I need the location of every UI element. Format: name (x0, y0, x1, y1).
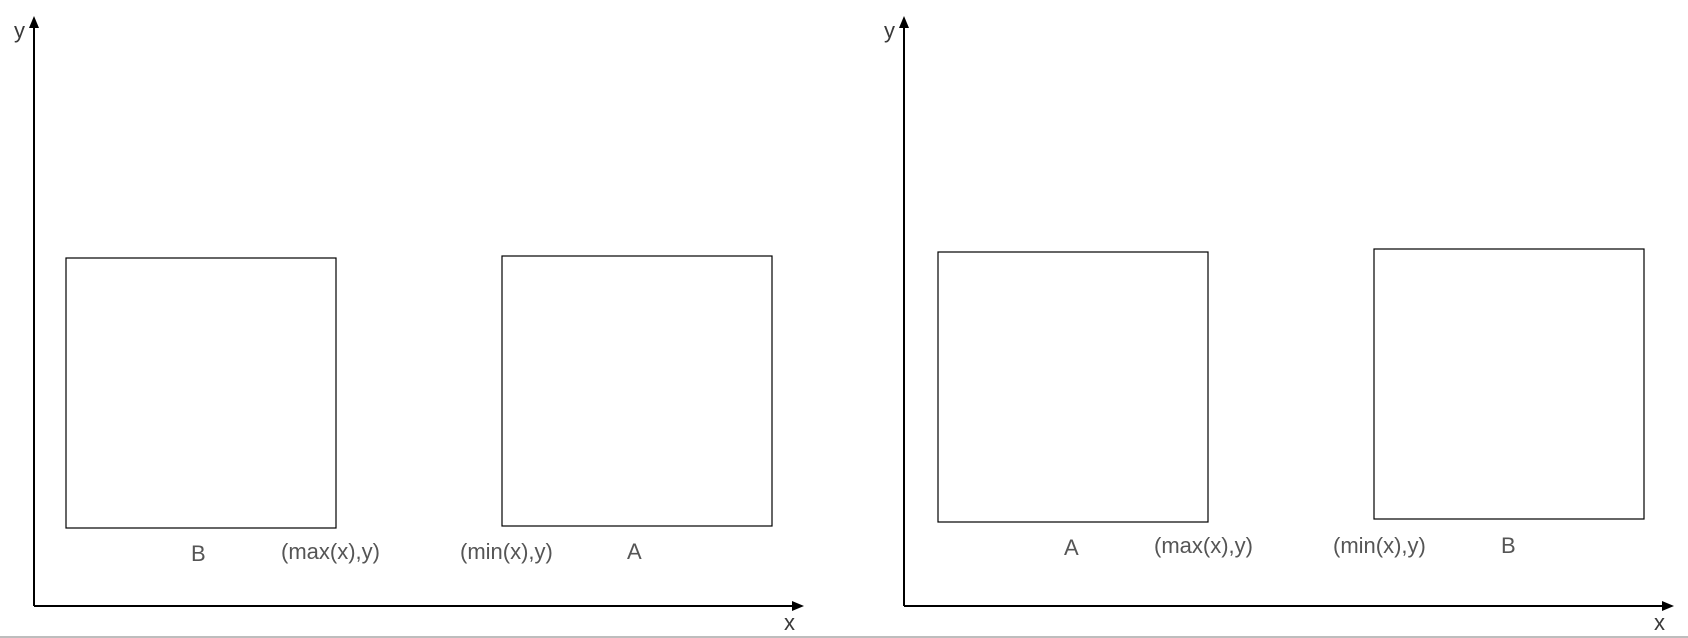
panel-right-min-label: (min(x),y) (1333, 533, 1426, 558)
panel-left: y x B (max(x),y) (min(x),y) A (14, 16, 804, 635)
panel-right-x-axis-label: x (1654, 610, 1665, 635)
panel-left-x-axis-arrow (792, 601, 804, 611)
panel-right-box-a-label: A (1064, 535, 1079, 560)
panel-right-box-b (1373, 248, 1645, 520)
panel-right-y-axis-arrow (899, 16, 909, 28)
panel-left-max-label: (max(x),y) (281, 539, 380, 564)
panel-right-max-label: (max(x),y) (1154, 533, 1253, 558)
panel-right-x-axis-arrow (1662, 601, 1674, 611)
panel-left-box-a (501, 255, 773, 527)
panel-left-min-label: (min(x),y) (460, 539, 553, 564)
panel-left-y-axis-label: y (14, 18, 25, 43)
panel-left-y-axis-arrow (29, 16, 39, 28)
panel-right-box-b-label: B (1501, 533, 1516, 558)
panel-left-x-axis-label: x (784, 610, 795, 635)
panel-right-box-a (937, 251, 1209, 523)
panel-left-box-a-label: A (627, 539, 642, 564)
panel-right-y-axis-label: y (884, 18, 895, 43)
panel-left-box-b-label: B (191, 541, 206, 566)
panel-right: y x A (max(x),y) (min(x),y) B (884, 16, 1674, 635)
panel-left-box-b (65, 257, 337, 529)
